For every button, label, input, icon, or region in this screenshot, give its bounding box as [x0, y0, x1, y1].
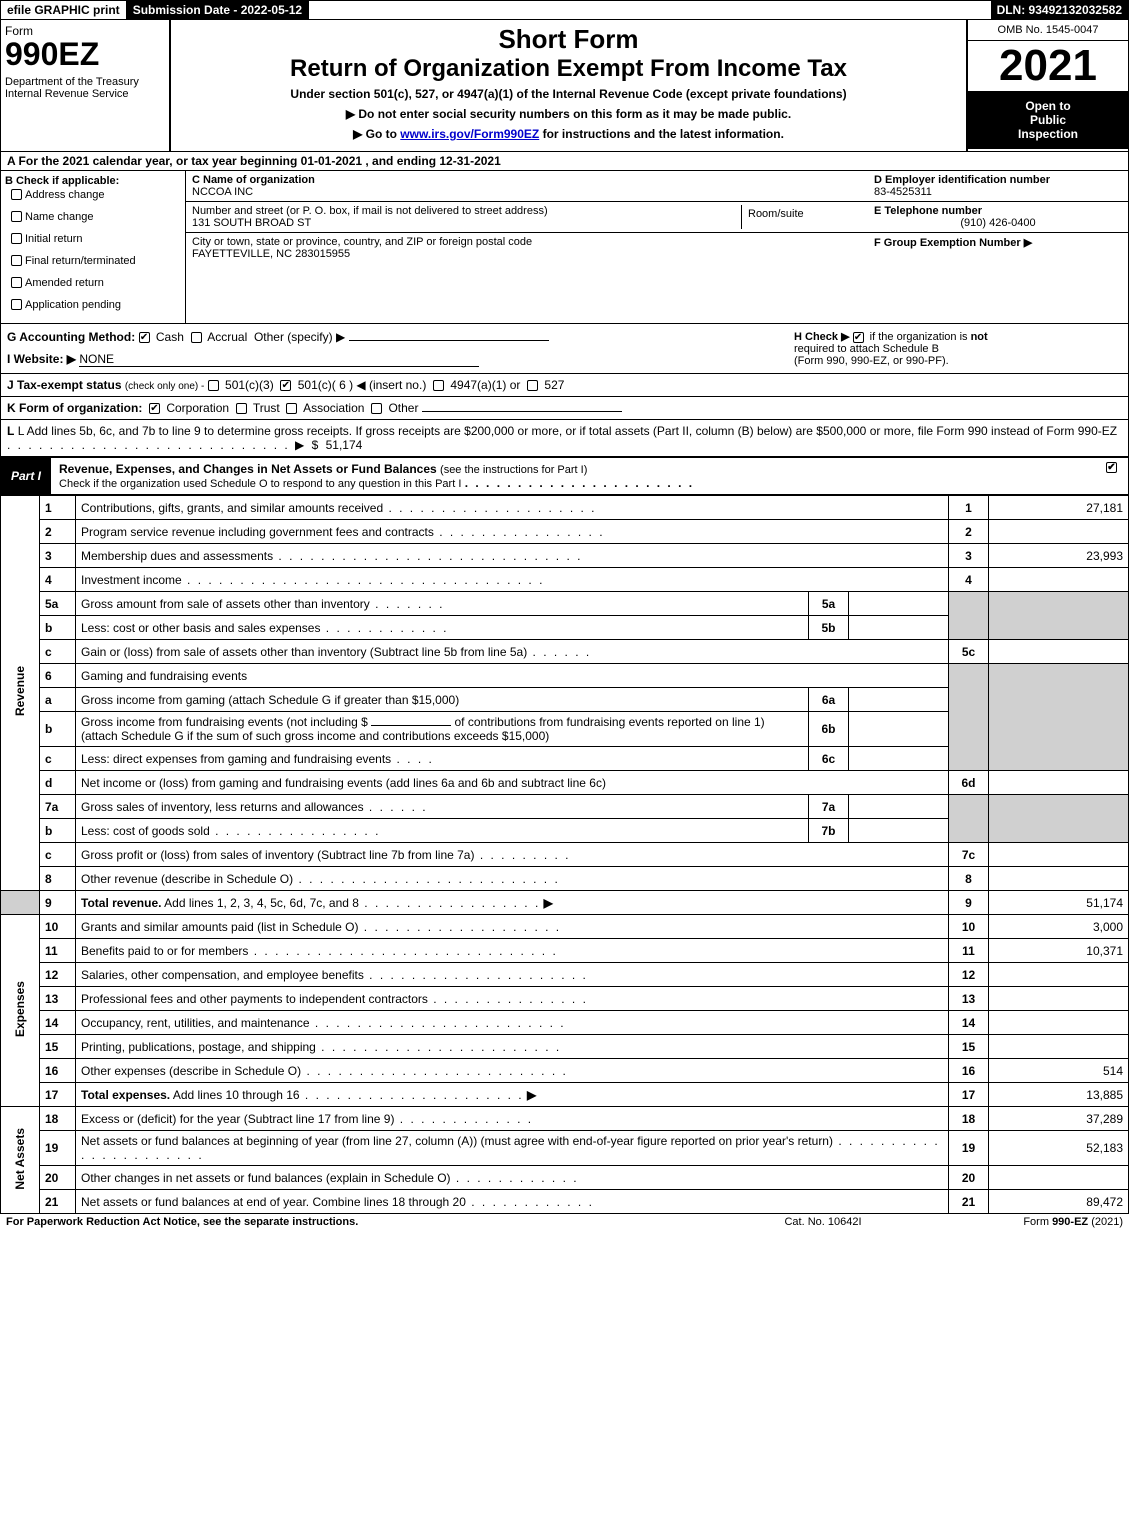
irs-link[interactable]: www.irs.gov/Form990EZ: [400, 127, 539, 141]
amt-17: 13,885: [989, 1083, 1129, 1107]
amt-10: 3,000: [989, 915, 1129, 939]
page-footer: For Paperwork Reduction Act Notice, see …: [0, 1214, 1129, 1230]
dln: DLN: 93492132032582: [991, 1, 1128, 19]
rotate-revenue: Revenue: [1, 496, 40, 891]
amt-14: [989, 1011, 1129, 1035]
org-city: FAYETTEVILLE, NC 283015955: [192, 248, 862, 260]
other-org-input[interactable]: [422, 411, 622, 412]
dept-irs: Internal Revenue Service: [5, 88, 165, 100]
chk-501c3[interactable]: [208, 380, 219, 391]
amt-8: [989, 867, 1129, 891]
chk-cash[interactable]: [139, 332, 150, 343]
box-c: C Name of organization NCCOA INC Number …: [186, 171, 868, 323]
form-header: Form 990EZ Department of the Treasury In…: [0, 20, 1129, 152]
box-b: B Check if applicable: Address change Na…: [1, 171, 186, 323]
chk-application-pending[interactable]: [11, 299, 22, 310]
top-bar: efile GRAPHIC print Submission Date - 20…: [0, 0, 1129, 20]
amt-4: [989, 568, 1129, 592]
rotate-expenses: Expenses: [1, 915, 40, 1107]
box-def: D Employer identification number 83-4525…: [868, 171, 1128, 323]
submission-date: Submission Date - 2022-05-12: [127, 1, 309, 19]
footer-formref: Form 990-EZ (2021): [923, 1216, 1123, 1228]
dept-treasury: Department of the Treasury: [5, 76, 165, 88]
chk-address-change[interactable]: [11, 189, 22, 200]
label-phone: E Telephone number: [874, 205, 1122, 217]
amt-19: 52,183: [989, 1131, 1129, 1166]
website-value: NONE: [79, 352, 479, 367]
chk-final-return[interactable]: [11, 255, 22, 266]
label-street: Number and street (or P. O. box, if mail…: [192, 205, 741, 217]
chk-4947[interactable]: [433, 380, 444, 391]
title-short-form: Short Form: [175, 24, 962, 55]
efile-label: efile GRAPHIC print: [1, 1, 127, 19]
phone-value: (910) 426-0400: [874, 217, 1122, 229]
chk-name-change[interactable]: [11, 211, 22, 222]
rotate-netassets: Net Assets: [1, 1107, 40, 1214]
info-block: B Check if applicable: Address change Na…: [0, 171, 1129, 324]
amt-18: 37,289: [989, 1107, 1129, 1131]
instr-ssn: ▶ Do not enter social security numbers o…: [175, 107, 962, 121]
part-i-header: Part I Revenue, Expenses, and Changes in…: [0, 457, 1129, 495]
chk-schedule-o[interactable]: [1106, 462, 1117, 473]
amt-16: 514: [989, 1059, 1129, 1083]
chk-527[interactable]: [527, 380, 538, 391]
part-i-table: Revenue 1 Contributions, gifts, grants, …: [0, 495, 1129, 1214]
amt-11: 10,371: [989, 939, 1129, 963]
chk-trust[interactable]: [236, 403, 247, 414]
tax-year: 2021: [968, 41, 1128, 91]
row-gh: G Accounting Method: Cash Accrual Other …: [0, 324, 1129, 374]
other-accounting-input[interactable]: [349, 340, 549, 341]
part-i-check-text: Check if the organization used Schedule …: [59, 478, 461, 490]
open-inspection: Open to Public Inspection: [968, 91, 1128, 149]
label-group-exemption: F Group Exemption Number ▶: [874, 236, 1122, 249]
label-room: Room/suite: [748, 208, 856, 220]
label-org-name: C Name of organization: [192, 174, 862, 186]
part-i-title: Revenue, Expenses, and Changes in Net As…: [59, 462, 437, 476]
chk-association[interactable]: [286, 403, 297, 414]
chk-corporation[interactable]: [149, 403, 160, 414]
gross-receipts: 51,174: [326, 438, 363, 452]
amt-6d: [989, 771, 1129, 795]
chk-501c[interactable]: [280, 380, 291, 391]
amt-15: [989, 1035, 1129, 1059]
chk-other-org[interactable]: [371, 403, 382, 414]
form-number: 990EZ: [5, 38, 165, 70]
section-a: A For the 2021 calendar year, or tax yea…: [0, 152, 1129, 171]
title-return: Return of Organization Exempt From Incom…: [175, 55, 962, 83]
amt-13: [989, 987, 1129, 1011]
footer-left: For Paperwork Reduction Act Notice, see …: [6, 1216, 723, 1228]
omb-number: OMB No. 1545-0047: [968, 20, 1128, 41]
row-l: L L Add lines 5b, 6c, and 7b to line 9 t…: [0, 420, 1129, 457]
org-street: 131 SOUTH BROAD ST: [192, 217, 741, 229]
label-website: I Website: ▶: [7, 352, 76, 366]
subtitle: Under section 501(c), 527, or 4947(a)(1)…: [175, 87, 962, 101]
footer-catno: Cat. No. 10642I: [723, 1216, 923, 1228]
org-name: NCCOA INC: [192, 186, 862, 198]
chk-initial-return[interactable]: [11, 233, 22, 244]
chk-schedule-b[interactable]: [853, 332, 864, 343]
amt-5c: [989, 640, 1129, 664]
instr-goto: ▶ Go to www.irs.gov/Form990EZ for instru…: [175, 127, 962, 141]
part-i-label: Part I: [1, 465, 51, 487]
amt-20: [989, 1166, 1129, 1190]
label-accounting: G Accounting Method:: [7, 330, 135, 344]
row-k: K Form of organization: Corporation Trus…: [0, 397, 1129, 420]
amt-7c: [989, 843, 1129, 867]
amt-9: 51,174: [989, 891, 1129, 915]
amt-2: [989, 520, 1129, 544]
amt-12: [989, 963, 1129, 987]
amt-21: 89,472: [989, 1190, 1129, 1214]
amt-1: 27,181: [989, 496, 1129, 520]
chk-amended-return[interactable]: [11, 277, 22, 288]
chk-accrual[interactable]: [191, 332, 202, 343]
ein-value: 83-4525311: [874, 186, 1122, 198]
row-j: J Tax-exempt status (check only one) - 5…: [0, 374, 1129, 397]
amt-3: 23,993: [989, 544, 1129, 568]
label-ein: D Employer identification number: [874, 174, 1122, 186]
label-city: City or town, state or province, country…: [192, 236, 862, 248]
